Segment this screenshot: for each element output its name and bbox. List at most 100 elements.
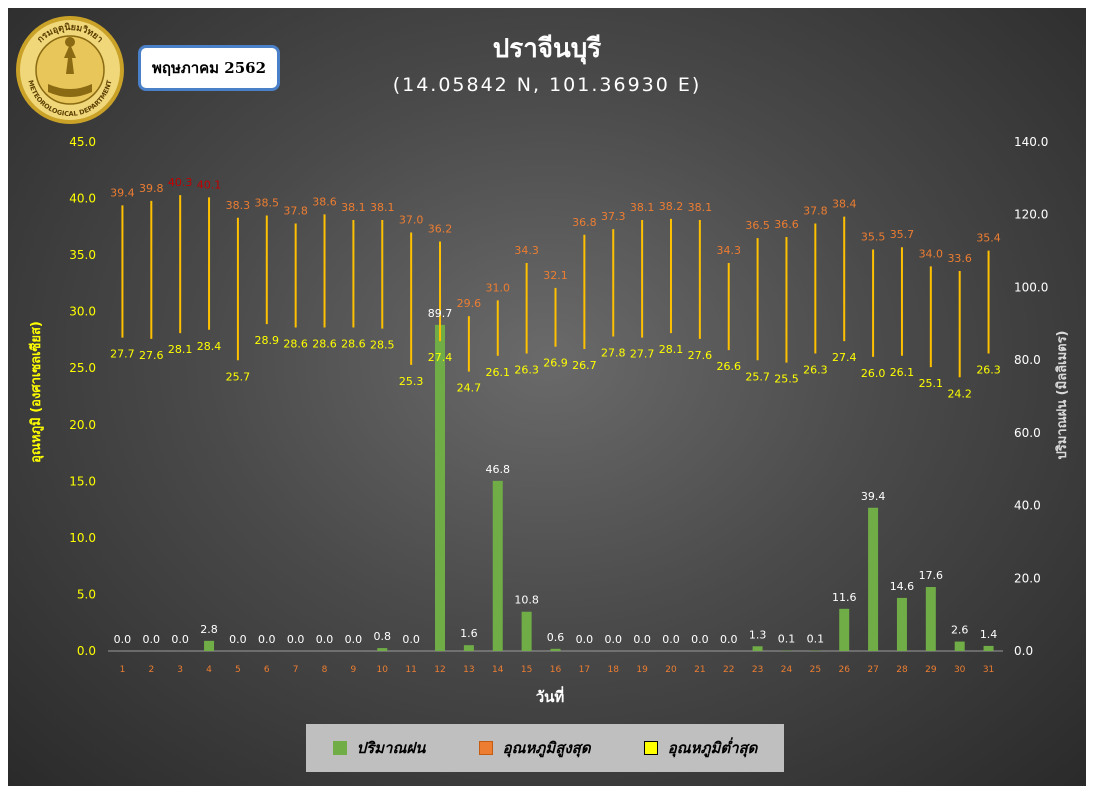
x-tick-label: 31 (983, 665, 994, 675)
rain-bar (435, 324, 446, 651)
tmax-data-label: 38.6 (312, 195, 337, 208)
rain-bar (954, 641, 965, 651)
tmax-data-label: 33.6 (947, 252, 972, 265)
tmax-data-label: 37.8 (283, 204, 308, 217)
legend-swatch-tmin (643, 741, 658, 755)
tmin-data-label: 26.3 (976, 364, 1001, 377)
tmax-data-label: 37.8 (803, 204, 828, 217)
tmax-data-label: 40.3 (168, 176, 193, 189)
tmin-data-label: 28.1 (168, 343, 193, 356)
legend: ปริมาณฝน อุณหภูมิสูงสุด อุณหภูมิต่ำสุด (306, 724, 784, 772)
rain-bar (868, 507, 879, 651)
rain-bar (550, 648, 561, 651)
tmax-data-label: 40.1 (197, 178, 222, 191)
tmin-data-label: 26.0 (861, 367, 886, 380)
right-axis: 0.0 20.0 40.0 60.0 80.0 100.0 120.0 140.0 (1014, 135, 1048, 658)
y-right-tick-label: 100.0 (1014, 280, 1048, 294)
tmin-data-label: 25.7 (745, 370, 770, 383)
rain-data-label: 39.4 (861, 490, 886, 503)
y-left-tick-label: 25.0 (69, 361, 96, 375)
x-tick-label: 23 (752, 665, 763, 675)
x-tick-label: 21 (694, 665, 705, 675)
tmax-data-label: 36.5 (745, 219, 770, 232)
y-left-tick-label: 40.0 (69, 192, 96, 206)
rain-bar (377, 648, 388, 651)
x-tick-label: 2 (148, 665, 154, 675)
tmin-data-label: 28.5 (370, 339, 395, 352)
rain-bar (463, 645, 474, 651)
rain-data-label: 1.6 (460, 627, 478, 640)
tmin-data-label: 25.3 (399, 375, 424, 388)
tmin-data-label: 26.1 (486, 366, 511, 379)
tmax-data-label: 35.7 (890, 228, 915, 241)
x-tick-label: 20 (665, 665, 677, 675)
y-right-tick-label: 20.0 (1014, 571, 1041, 585)
x-tick-label: 5 (235, 665, 241, 675)
rain-data-label: 0.0 (229, 633, 247, 646)
x-tick-label: 13 (463, 665, 474, 675)
tmax-data-label: 38.3 (226, 199, 251, 212)
y-left-tick-label: 20.0 (69, 418, 96, 432)
rain-data-label: 0.0 (720, 633, 738, 646)
tmax-data-label: 38.1 (370, 201, 395, 214)
tmin-data-label: 25.1 (919, 377, 944, 390)
rain-data-label: 0.0 (114, 633, 132, 646)
rain-data-label: 1.4 (980, 628, 998, 641)
rain-data-label: 11.6 (832, 591, 857, 604)
rain-data-label: 89.7 (428, 307, 453, 320)
rain-data-label: 14.6 (890, 580, 915, 593)
tmin-data-label: 26.3 (803, 364, 828, 377)
tmax-data-label: 38.2 (659, 200, 684, 213)
rain-data-label: 0.0 (691, 633, 709, 646)
tmin-data-label: 28.6 (341, 338, 366, 351)
x-tick-label: 15 (521, 665, 532, 675)
x-tick-label: 28 (896, 665, 908, 675)
rain-data-label: 0.0 (576, 633, 594, 646)
x-tick-label: 7 (293, 665, 299, 675)
tmax-data-label: 32.1 (543, 269, 568, 282)
rain-data-label: 0.0 (316, 633, 334, 646)
legend-item-rain: ปริมาณฝน (332, 736, 425, 760)
x-axis-label: วันที่ (536, 686, 565, 706)
tmin-data-label: 28.9 (255, 334, 280, 347)
rain-data-label: 0.0 (143, 633, 161, 646)
rain-data-label: 0.0 (345, 633, 363, 646)
rain-data-label: 46.8 (486, 463, 511, 476)
x-tick-label: 22 (723, 665, 734, 675)
rain-data-label: 0.0 (258, 633, 276, 646)
rain-data-label: 0.0 (604, 633, 622, 646)
rain-data-label: 0.6 (547, 631, 565, 644)
x-tick-label: 8 (322, 665, 328, 675)
tmin-data-label: 27.4 (428, 351, 453, 364)
tmin-data-label: 24.7 (457, 382, 482, 395)
rain-data-label: 0.1 (807, 633, 825, 646)
tmax-data-label: 36.2 (428, 223, 453, 236)
rain-data-label: 10.8 (514, 594, 539, 607)
rain-data-label: 0.0 (171, 633, 189, 646)
tmax-data-label: 37.3 (601, 210, 626, 223)
y-right-tick-label: 40.0 (1014, 499, 1041, 513)
tmin-data-label: 26.9 (543, 357, 568, 370)
tmax-data-label: 38.1 (341, 201, 366, 214)
tmax-data-label: 38.5 (255, 197, 280, 210)
y-left-tick-label: 0.0 (77, 644, 96, 658)
rain-data-label: 17.6 (919, 569, 944, 582)
tmax-data-label: 29.6 (457, 297, 482, 310)
y-axis-label-left: อุณหภูมิ (องศาเซลเซียส) (28, 321, 44, 463)
x-axis: 1 2 3 4 5 6 7 8 9 10 11 12 13 14 15 16 17 18 19 20 21 22 23 24 2… (108, 650, 1003, 675)
tmin-data-label: 27.7 (110, 348, 135, 361)
tmin-data-label: 25.7 (226, 370, 251, 383)
tmin-data-label: 28.1 (659, 343, 684, 356)
tmax-data-label: 37.0 (399, 213, 424, 226)
tmax-data-label: 31.0 (486, 281, 511, 294)
rain-bar (521, 611, 532, 651)
x-tick-label: 9 (351, 665, 357, 675)
tmin-data-label: 27.6 (139, 349, 164, 362)
x-tick-label: 27 (867, 665, 878, 675)
x-tick-label: 18 (608, 665, 620, 675)
x-tick-label: 3 (177, 665, 183, 675)
rain-data-label: 0.0 (402, 633, 420, 646)
tmin-data-label: 26.1 (890, 366, 915, 379)
rain-data-label: 2.8 (200, 623, 218, 636)
